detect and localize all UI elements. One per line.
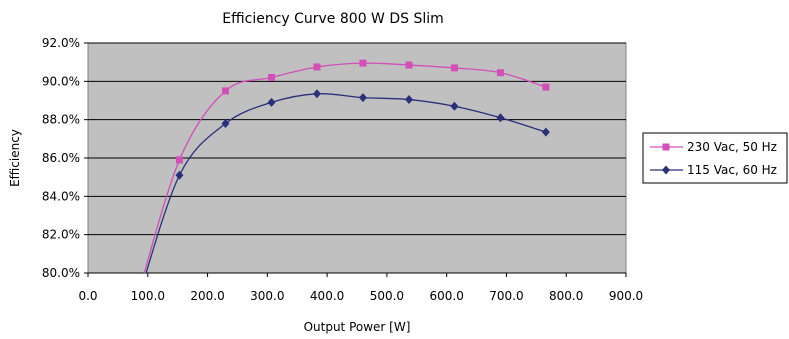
data-point xyxy=(450,101,459,111)
data-point xyxy=(221,87,229,95)
legend-box xyxy=(642,132,788,184)
x-tick-label: 400.0 xyxy=(310,289,344,303)
legend-label: 230 Vac, 50 Hz xyxy=(687,140,777,154)
data-point xyxy=(175,156,183,164)
data-point xyxy=(268,74,276,81)
series-1 xyxy=(143,59,550,273)
y-tick-label: 92.0% xyxy=(42,36,80,50)
x-tick-label: 0.0 xyxy=(78,289,97,303)
data-point xyxy=(541,127,550,137)
x-tick-label: 600.0 xyxy=(429,289,463,303)
x-tick-label: 500.0 xyxy=(370,289,404,303)
data-point xyxy=(405,61,413,69)
x-tick-label: 100.0 xyxy=(131,289,165,303)
x-tick-label: 800.0 xyxy=(549,289,583,303)
data-point xyxy=(450,64,458,72)
x-tick-label: 700.0 xyxy=(489,289,523,303)
data-point xyxy=(405,95,414,105)
y-tick-label: 82.0% xyxy=(42,228,80,242)
y-tick-label: 80.0% xyxy=(42,266,80,280)
data-point xyxy=(542,83,550,91)
chart-title: Efficiency Curve 800 W DS Slim xyxy=(222,11,444,27)
data-point xyxy=(313,63,321,71)
series-2 xyxy=(145,89,550,273)
series-line xyxy=(145,93,547,273)
data-point xyxy=(496,113,505,123)
y-tick-label: 88.0% xyxy=(42,113,80,127)
y-tick-label: 90.0% xyxy=(42,74,80,88)
legend-label: 115 Vac, 60 Hz xyxy=(687,163,777,177)
data-point xyxy=(359,59,367,67)
x-tick-label: 900.0 xyxy=(609,289,643,303)
y-tick-label: 84.0% xyxy=(42,189,80,203)
data-point xyxy=(358,93,367,103)
data-point xyxy=(221,119,230,128)
x-axis-label: Output Power [W] xyxy=(304,320,411,334)
y-tick-label: 86.0% xyxy=(42,151,80,165)
data-point xyxy=(312,89,321,99)
series-layer xyxy=(143,59,550,273)
x-tick-label: 200.0 xyxy=(190,289,224,303)
x-tick-label: 300.0 xyxy=(250,289,284,303)
data-point xyxy=(175,170,184,180)
y-axis-label: Efficiency xyxy=(8,129,22,187)
legend-marker xyxy=(662,165,670,175)
x-axis-ticks: 0.0 100.0 200.0 300.0 400.0 500.0 600.0 700.0 80… xyxy=(78,272,643,303)
legend-marker xyxy=(662,143,670,151)
data-point xyxy=(267,97,276,107)
data-point xyxy=(496,69,504,77)
legend: 230 Vac, 50 Hz 115 Vac, 60 Hz xyxy=(642,132,788,184)
y-axis-ticks: 80.0% 82.0% 84.0% 86.0% 88.0% 90.0% 92.0% xyxy=(42,36,88,280)
